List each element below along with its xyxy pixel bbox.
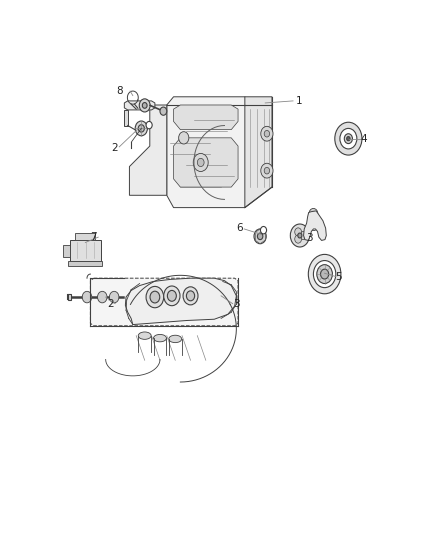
- Circle shape: [135, 121, 148, 136]
- Text: 1: 1: [296, 96, 303, 106]
- Ellipse shape: [169, 335, 182, 343]
- Circle shape: [295, 228, 301, 236]
- Text: 2: 2: [111, 143, 117, 153]
- Polygon shape: [125, 278, 237, 325]
- Text: 7: 7: [91, 232, 97, 242]
- Circle shape: [187, 291, 194, 301]
- Circle shape: [290, 224, 309, 247]
- Circle shape: [264, 131, 270, 137]
- Circle shape: [261, 163, 273, 178]
- Circle shape: [309, 208, 318, 219]
- Circle shape: [197, 158, 204, 166]
- Text: 3: 3: [233, 299, 240, 309]
- Circle shape: [346, 136, 350, 141]
- Circle shape: [321, 269, 328, 279]
- Circle shape: [110, 292, 119, 303]
- Text: 5: 5: [335, 272, 342, 282]
- Polygon shape: [167, 97, 251, 207]
- Circle shape: [142, 102, 147, 108]
- Circle shape: [193, 154, 208, 172]
- Polygon shape: [75, 233, 95, 240]
- Polygon shape: [124, 101, 155, 110]
- Polygon shape: [124, 110, 128, 126]
- Circle shape: [179, 132, 189, 144]
- Circle shape: [264, 167, 270, 174]
- Circle shape: [150, 291, 160, 303]
- Text: 4: 4: [360, 134, 367, 144]
- Circle shape: [335, 122, 362, 155]
- Circle shape: [308, 254, 341, 294]
- Text: 6: 6: [237, 223, 243, 233]
- Polygon shape: [304, 211, 326, 240]
- Circle shape: [164, 286, 180, 306]
- Text: 2: 2: [107, 299, 114, 309]
- Ellipse shape: [154, 334, 166, 342]
- Circle shape: [300, 231, 307, 240]
- Text: 3: 3: [306, 233, 313, 244]
- Circle shape: [167, 290, 177, 301]
- Circle shape: [261, 227, 267, 234]
- Circle shape: [82, 292, 92, 303]
- Polygon shape: [67, 294, 71, 300]
- Circle shape: [139, 99, 150, 112]
- Circle shape: [138, 125, 145, 132]
- Circle shape: [146, 122, 152, 129]
- Circle shape: [258, 233, 263, 240]
- Circle shape: [344, 134, 353, 143]
- Polygon shape: [173, 105, 238, 130]
- FancyBboxPatch shape: [70, 240, 101, 261]
- Text: 8: 8: [116, 86, 123, 95]
- Polygon shape: [90, 278, 238, 326]
- Circle shape: [254, 229, 266, 244]
- Circle shape: [317, 265, 332, 284]
- Circle shape: [183, 287, 198, 305]
- Polygon shape: [245, 97, 272, 207]
- Ellipse shape: [138, 332, 151, 340]
- Polygon shape: [130, 105, 167, 195]
- Circle shape: [146, 286, 164, 308]
- Circle shape: [314, 261, 336, 288]
- Circle shape: [295, 235, 301, 243]
- Polygon shape: [68, 261, 102, 266]
- Circle shape: [160, 107, 167, 115]
- Circle shape: [340, 128, 357, 149]
- Circle shape: [309, 219, 318, 231]
- Circle shape: [261, 126, 273, 141]
- Polygon shape: [173, 138, 238, 187]
- Circle shape: [298, 233, 302, 238]
- Polygon shape: [63, 245, 70, 257]
- Circle shape: [98, 292, 107, 303]
